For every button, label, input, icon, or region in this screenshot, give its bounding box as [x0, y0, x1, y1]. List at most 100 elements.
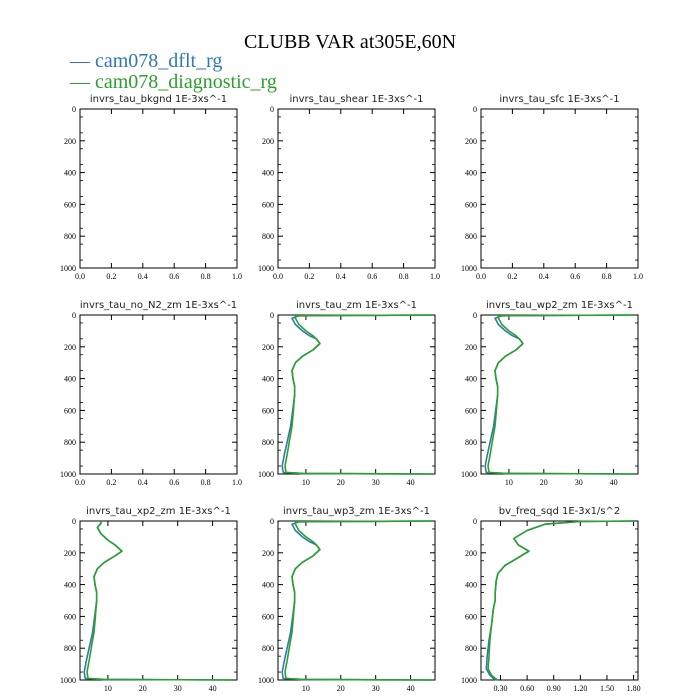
plot-frame — [79, 108, 238, 269]
y-tick-label: 800 — [465, 232, 477, 241]
y-tick-label: 1000 — [60, 264, 76, 273]
legend-item-series-1: — cam078_dflt_rg — [70, 50, 222, 73]
x-tick-label: 0.60 — [520, 684, 534, 693]
y-tick-label: 400 — [465, 581, 477, 590]
y-tick-label: 200 — [262, 549, 274, 558]
panel-6: invrs_tau_wp2_zm 1E-3xs^-1 0 200 400 600 800 1… — [461, 300, 639, 487]
x-tick-label: 1.0 — [232, 478, 242, 487]
panel-title: invrs_tau_wp2_zm 1E-3xs^-1 — [486, 300, 633, 311]
y-tick-label: 1000 — [461, 676, 477, 685]
y-tick-label: 1000 — [258, 676, 274, 685]
x-tick-label: 0.6 — [169, 272, 179, 281]
legend-item-series-2: — cam078_diagnostic_rg — [70, 71, 277, 94]
x-tick-label: 0.2 — [106, 478, 116, 487]
y-tick-label: 200 — [64, 137, 76, 146]
y-tick-label: 400 — [465, 169, 477, 178]
x-tick-label: 20 — [337, 478, 345, 487]
x-tick-label: 0.8 — [201, 478, 211, 487]
y-tick-label: 800 — [262, 232, 274, 241]
y-tick-label: 0 — [72, 105, 76, 114]
series-line-1 — [485, 520, 636, 681]
x-tick-label: 0.0 — [273, 272, 283, 281]
y-tick-label: 600 — [64, 200, 76, 209]
legend-swatch-series-1: — — [70, 50, 95, 72]
y-tick-label: 600 — [465, 612, 477, 621]
y-tick-label: 400 — [64, 581, 76, 590]
x-tick-label: 10 — [104, 684, 112, 693]
x-tick-label: 0.2 — [507, 272, 517, 281]
y-tick-label: 600 — [64, 612, 76, 621]
x-tick-label: 0.4 — [336, 272, 346, 281]
x-tick-label: 0.30 — [494, 684, 508, 693]
x-tick-label: 10 — [505, 478, 513, 487]
y-tick-label: 800 — [262, 438, 274, 447]
y-tick-label: 1000 — [60, 676, 76, 685]
legend-label-series-2: cam078_diagnostic_rg — [95, 71, 277, 93]
y-tick-label: 600 — [262, 200, 274, 209]
x-tick-label: 0.90 — [547, 684, 561, 693]
panel-title: bv_freq_sqd 1E-3x1/s^2 — [499, 506, 621, 517]
x-tick-label: 0.0 — [75, 272, 85, 281]
legend-label-series-1: cam078_dflt_rg — [95, 50, 223, 72]
x-tick-label: 30 — [372, 684, 380, 693]
x-tick-label: 20 — [337, 684, 345, 693]
y-tick-label: 600 — [262, 612, 274, 621]
y-tick-label: 800 — [64, 232, 76, 241]
x-tick-label: 40 — [209, 684, 217, 693]
y-tick-label: 200 — [64, 343, 76, 352]
y-tick-label: 200 — [262, 137, 274, 146]
panel-7: invrs_tau_xp2_zm 1E-3xs^-1 0 200 400 600 800 1… — [60, 506, 238, 693]
y-tick-label: 600 — [262, 406, 274, 415]
figure-title: CLUBB VAR at305E,60N — [243, 31, 457, 53]
y-tick-label: 0 — [473, 311, 477, 320]
x-tick-label: 1.50 — [600, 684, 614, 693]
plot-frame — [480, 314, 639, 475]
y-tick-label: 600 — [465, 406, 477, 415]
x-tick-label: 0.6 — [570, 272, 580, 281]
x-tick-label: 0.8 — [602, 272, 612, 281]
y-tick-label: 200 — [262, 343, 274, 352]
y-tick-label: 800 — [262, 644, 274, 653]
y-tick-label: 800 — [465, 438, 477, 447]
y-tick-label: 200 — [465, 343, 477, 352]
series-line-2 — [284, 520, 432, 681]
plot-frame — [277, 520, 436, 681]
x-tick-label: 0.2 — [106, 272, 116, 281]
x-tick-label: 0.4 — [138, 272, 148, 281]
series-line-2 — [86, 521, 234, 681]
y-tick-label: 200 — [465, 137, 477, 146]
y-tick-label: 0 — [473, 517, 477, 526]
series-line-1 — [281, 520, 432, 681]
series-line-1 — [484, 314, 635, 475]
y-tick-label: 0 — [72, 517, 76, 526]
y-tick-label: 600 — [465, 200, 477, 209]
panel-title: invrs_tau_bkgnd 1E-3xs^-1 — [90, 94, 227, 105]
x-tick-label: 0.6 — [169, 478, 179, 487]
x-tick-label: 20 — [139, 684, 147, 693]
y-tick-label: 800 — [64, 438, 76, 447]
x-tick-label: 10 — [302, 478, 310, 487]
series-line-1 — [83, 521, 234, 681]
y-tick-label: 800 — [465, 644, 477, 653]
y-tick-label: 0 — [270, 105, 274, 114]
y-tick-label: 1000 — [258, 264, 274, 273]
x-tick-label: 1.0 — [633, 272, 643, 281]
y-tick-label: 0 — [270, 517, 274, 526]
panel-title: invrs_tau_zm 1E-3xs^-1 — [296, 300, 417, 311]
x-tick-label: 30 — [575, 478, 583, 487]
x-tick-label: 40 — [610, 478, 618, 487]
y-tick-label: 200 — [465, 549, 477, 558]
legend-swatch-series-2: — — [70, 71, 95, 93]
x-tick-label: 40 — [407, 478, 415, 487]
x-tick-label: 0.4 — [539, 272, 549, 281]
y-tick-label: 0 — [270, 311, 274, 320]
series-line-2 — [487, 314, 635, 475]
y-tick-label: 0 — [72, 311, 76, 320]
y-tick-label: 400 — [262, 375, 274, 384]
panel-title: invrs_tau_wp3_zm 1E-3xs^-1 — [283, 506, 430, 517]
y-tick-label: 400 — [465, 375, 477, 384]
y-tick-label: 1000 — [461, 264, 477, 273]
y-tick-label: 1000 — [461, 470, 477, 479]
series-line-2 — [487, 520, 636, 681]
plot-frame — [277, 314, 436, 475]
